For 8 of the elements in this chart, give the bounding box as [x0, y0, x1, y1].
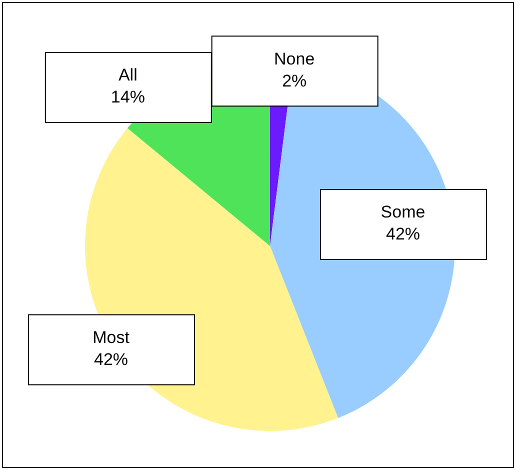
data-label: 2%	[282, 71, 307, 90]
slice-label: Most	[92, 328, 130, 347]
slice-label: Some	[380, 202, 426, 222]
slice-label: None	[274, 49, 315, 68]
slice-label: All	[118, 66, 138, 85]
data-label: 14%	[110, 88, 145, 107]
data-label: 42%	[94, 350, 128, 369]
data-label: 42%	[386, 224, 420, 244]
